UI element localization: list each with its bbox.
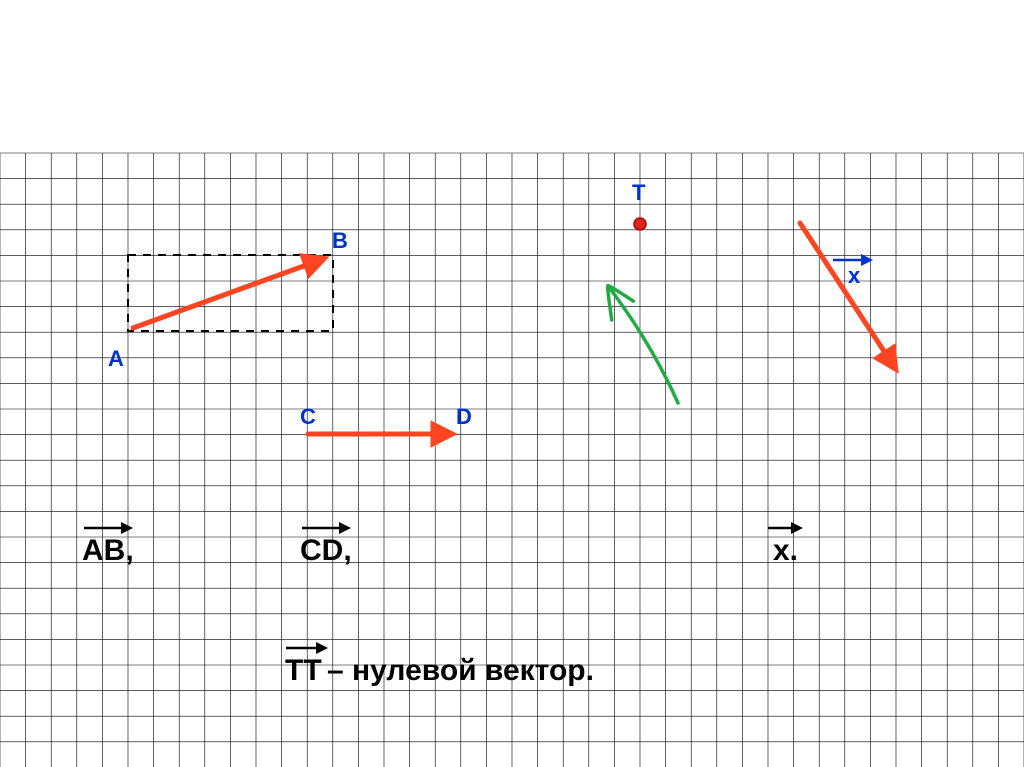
label-d: D	[456, 404, 472, 429]
label-a: A	[108, 346, 124, 371]
vector-orange-right	[800, 223, 895, 368]
label-t: T	[632, 180, 646, 205]
notation-ab-text: AB,	[82, 534, 134, 567]
notation-ab: AB,	[82, 528, 134, 567]
notation-cd: CD,	[300, 528, 352, 567]
notation-cd-text: CD,	[300, 534, 352, 567]
notation-x: x.	[768, 528, 800, 567]
caption: TT – нулевой вектор.	[285, 648, 594, 687]
vector-ab	[133, 259, 323, 328]
caption-rest: – нулевой вектор.	[327, 654, 594, 687]
diagram-canvas: A B C D T x AB, CD, x. TT – нулевой вект…	[0, 0, 1024, 767]
point-t	[634, 218, 646, 230]
label-b: B	[332, 228, 348, 253]
caption-tt: TT	[285, 654, 322, 687]
label-x: x	[848, 263, 861, 288]
label-c: C	[300, 404, 316, 429]
vector-green	[608, 286, 678, 403]
notation-x-text: x.	[773, 534, 798, 567]
